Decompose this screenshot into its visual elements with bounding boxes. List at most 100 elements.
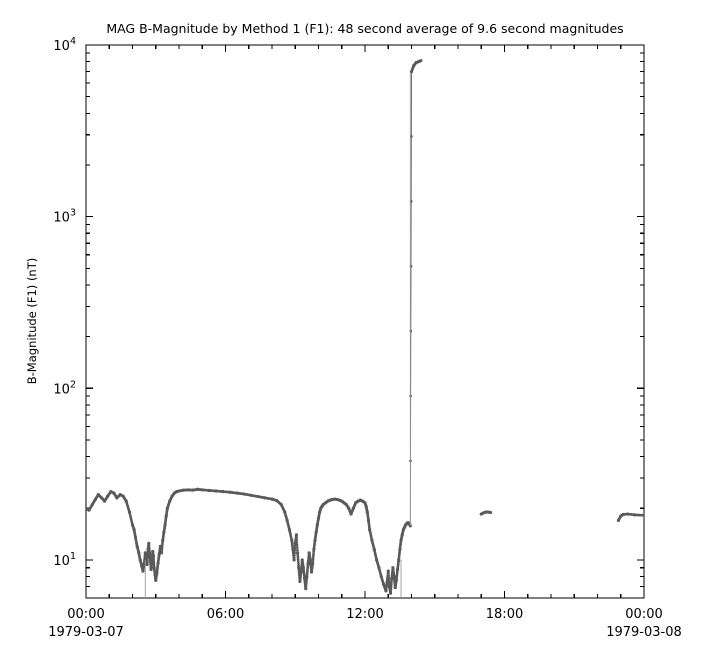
series-point	[295, 551, 300, 555]
x-tick-label: 12:00	[346, 607, 383, 622]
y-axis-ticks	[86, 44, 644, 599]
series-point	[109, 490, 113, 494]
series-point	[387, 578, 391, 582]
series-point	[140, 564, 144, 568]
series-point	[158, 544, 162, 548]
series-point	[311, 562, 315, 566]
x-axis-date-left: 1979-03-07	[48, 625, 124, 640]
series-point	[301, 566, 305, 570]
series-point	[170, 494, 174, 498]
series-point	[186, 488, 190, 492]
series-point	[172, 491, 176, 495]
series-point	[287, 528, 292, 532]
y-tick-label: 103	[53, 208, 76, 226]
series-point	[387, 576, 391, 580]
series-point	[385, 580, 389, 584]
x-axis-ticks	[85, 45, 645, 598]
series-point	[488, 510, 493, 515]
series-point	[394, 578, 398, 582]
series-point	[93, 497, 97, 502]
x-tick-label: 00:00	[625, 607, 662, 622]
series-point	[386, 569, 390, 573]
series-point	[308, 558, 312, 562]
series-point	[321, 503, 325, 507]
series-point	[157, 552, 161, 556]
data-series-layer	[86, 59, 644, 598]
series-point	[312, 547, 316, 552]
series-point	[297, 562, 300, 565]
series-point	[115, 496, 119, 500]
series-point	[149, 567, 153, 572]
series-point	[164, 514, 168, 518]
series-point	[242, 492, 246, 496]
series-point	[370, 538, 374, 542]
series-point	[144, 556, 149, 561]
series-point	[616, 518, 621, 522]
series-point	[372, 547, 376, 552]
series-line	[86, 60, 422, 594]
series-point	[200, 488, 204, 492]
series-point	[390, 581, 393, 585]
series-point	[263, 496, 267, 500]
series-point	[294, 533, 299, 537]
series-point	[399, 538, 403, 542]
series-point	[484, 510, 488, 514]
series-point	[377, 566, 381, 570]
series-point	[315, 523, 319, 527]
series-point	[207, 488, 211, 493]
x-tick-label: 06:00	[207, 607, 244, 622]
x-tick-label: 00:00	[67, 607, 104, 622]
series-point	[305, 574, 309, 579]
series-point	[295, 536, 298, 539]
series-point	[285, 518, 289, 522]
series-point	[159, 551, 164, 555]
series-point	[333, 497, 337, 501]
series-point	[299, 570, 303, 574]
series-point	[90, 503, 94, 507]
series-point	[293, 541, 297, 545]
series-point	[304, 587, 308, 591]
series-point	[633, 513, 637, 517]
series-point	[118, 493, 122, 497]
series-point	[296, 555, 300, 559]
series-point	[161, 538, 165, 542]
series-point	[297, 566, 301, 570]
series-point	[349, 512, 353, 516]
series-point	[365, 510, 369, 514]
series-point	[146, 554, 150, 558]
series-point	[382, 582, 386, 587]
series-point	[133, 535, 138, 540]
series-point	[137, 551, 141, 555]
series-point	[312, 552, 315, 555]
series-point	[256, 494, 260, 499]
series-point	[143, 551, 147, 555]
series-point	[162, 530, 166, 534]
series-point	[318, 510, 322, 514]
series-point	[302, 576, 307, 581]
series-point	[626, 512, 630, 516]
series-point	[393, 585, 397, 590]
series-point	[130, 523, 135, 527]
series-point	[155, 571, 159, 575]
series-point	[412, 63, 416, 68]
series-point	[387, 584, 392, 589]
series-point	[293, 553, 296, 557]
y-tick-label: 104	[53, 36, 76, 54]
series-point	[621, 512, 625, 517]
series-point	[147, 551, 152, 555]
series-point	[147, 541, 151, 545]
series-point	[152, 566, 156, 570]
series-point	[279, 503, 283, 507]
chart-title: MAG B-Magnitude by Method 1 (F1): 48 sec…	[106, 21, 623, 36]
series-point	[135, 544, 139, 548]
series-point	[364, 504, 368, 509]
series-point	[191, 488, 195, 492]
series-point	[313, 538, 317, 542]
series-point	[291, 547, 295, 552]
y-axis-label: B-Magnitude (F1) (nT)	[25, 258, 39, 384]
series-point	[292, 556, 296, 559]
series-point	[311, 558, 315, 562]
series-point	[163, 523, 167, 527]
series-point	[368, 528, 372, 532]
